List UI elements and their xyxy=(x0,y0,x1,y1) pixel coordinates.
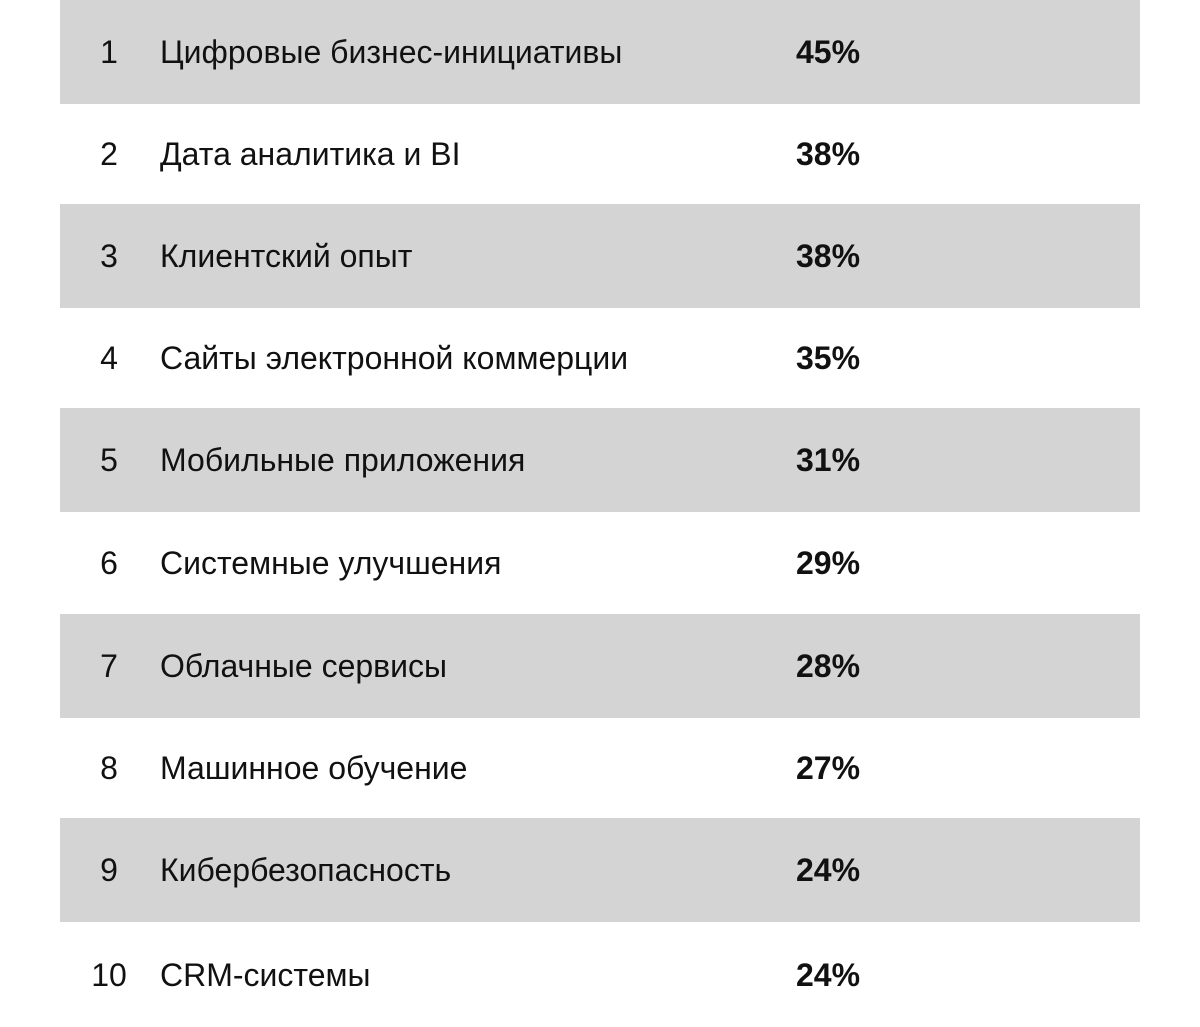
row-value: 35% xyxy=(796,340,861,376)
row-label: Дата аналитика и BI xyxy=(160,136,461,172)
table-row: 6 Системные улучшения 29% xyxy=(60,512,1140,614)
row-value: 28% xyxy=(796,648,861,684)
row-label: Облачные сервисы xyxy=(160,648,448,684)
row-value: 27% xyxy=(796,750,861,786)
table-row: 9 Кибербезопасность 24% xyxy=(60,818,1140,922)
row-rank: 7 xyxy=(100,648,118,684)
row-value: 45% xyxy=(796,34,861,70)
table-row: 5 Мобильные приложения 31% xyxy=(60,408,1140,512)
row-rank: 2 xyxy=(100,136,118,172)
row-rank: 1 xyxy=(100,34,118,70)
row-value: 38% xyxy=(796,136,861,172)
row-rank: 5 xyxy=(100,442,118,478)
row-value: 31% xyxy=(796,442,861,478)
table-row: 10 CRM-системы 24% xyxy=(60,922,1140,1027)
table-row: 4 Сайты электронной коммерции 35% xyxy=(60,308,1140,408)
row-label: Системные улучшения xyxy=(160,545,502,581)
row-rank: 3 xyxy=(100,238,118,274)
row-rank: 4 xyxy=(100,340,118,376)
row-label: Машинное обучение xyxy=(160,750,468,786)
row-value: 24% xyxy=(796,956,861,993)
row-value: 38% xyxy=(796,238,861,274)
ranking-table: 1 Цифровые бизнес-инициативы 45% 2 Дата анал… xyxy=(60,0,1140,1027)
row-label: CRM-системы xyxy=(160,956,371,993)
row-rank: 10 xyxy=(91,956,127,993)
row-rank: 6 xyxy=(100,545,118,581)
row-label: Сайты электронной коммерции xyxy=(160,340,629,376)
row-label: Клиентский опыт xyxy=(160,238,413,274)
table-row: 7 Облачные сервисы 28% xyxy=(60,614,1140,718)
row-label: Цифровые бизнес-инициативы xyxy=(160,34,623,70)
row-rank: 8 xyxy=(100,750,118,786)
table-row: 2 Дата аналитика и BI 38% xyxy=(60,104,1140,204)
table-row: 8 Машинное обучение 27% xyxy=(60,718,1140,818)
row-label: Кибербезопасность xyxy=(160,852,452,888)
table-row: 3 Клиентский опыт 38% xyxy=(60,204,1140,308)
row-rank: 9 xyxy=(100,852,118,888)
table-row: 1 Цифровые бизнес-инициативы 45% xyxy=(60,0,1140,104)
row-value: 29% xyxy=(796,545,861,581)
row-value: 24% xyxy=(796,852,861,888)
row-label: Мобильные приложения xyxy=(160,442,526,478)
